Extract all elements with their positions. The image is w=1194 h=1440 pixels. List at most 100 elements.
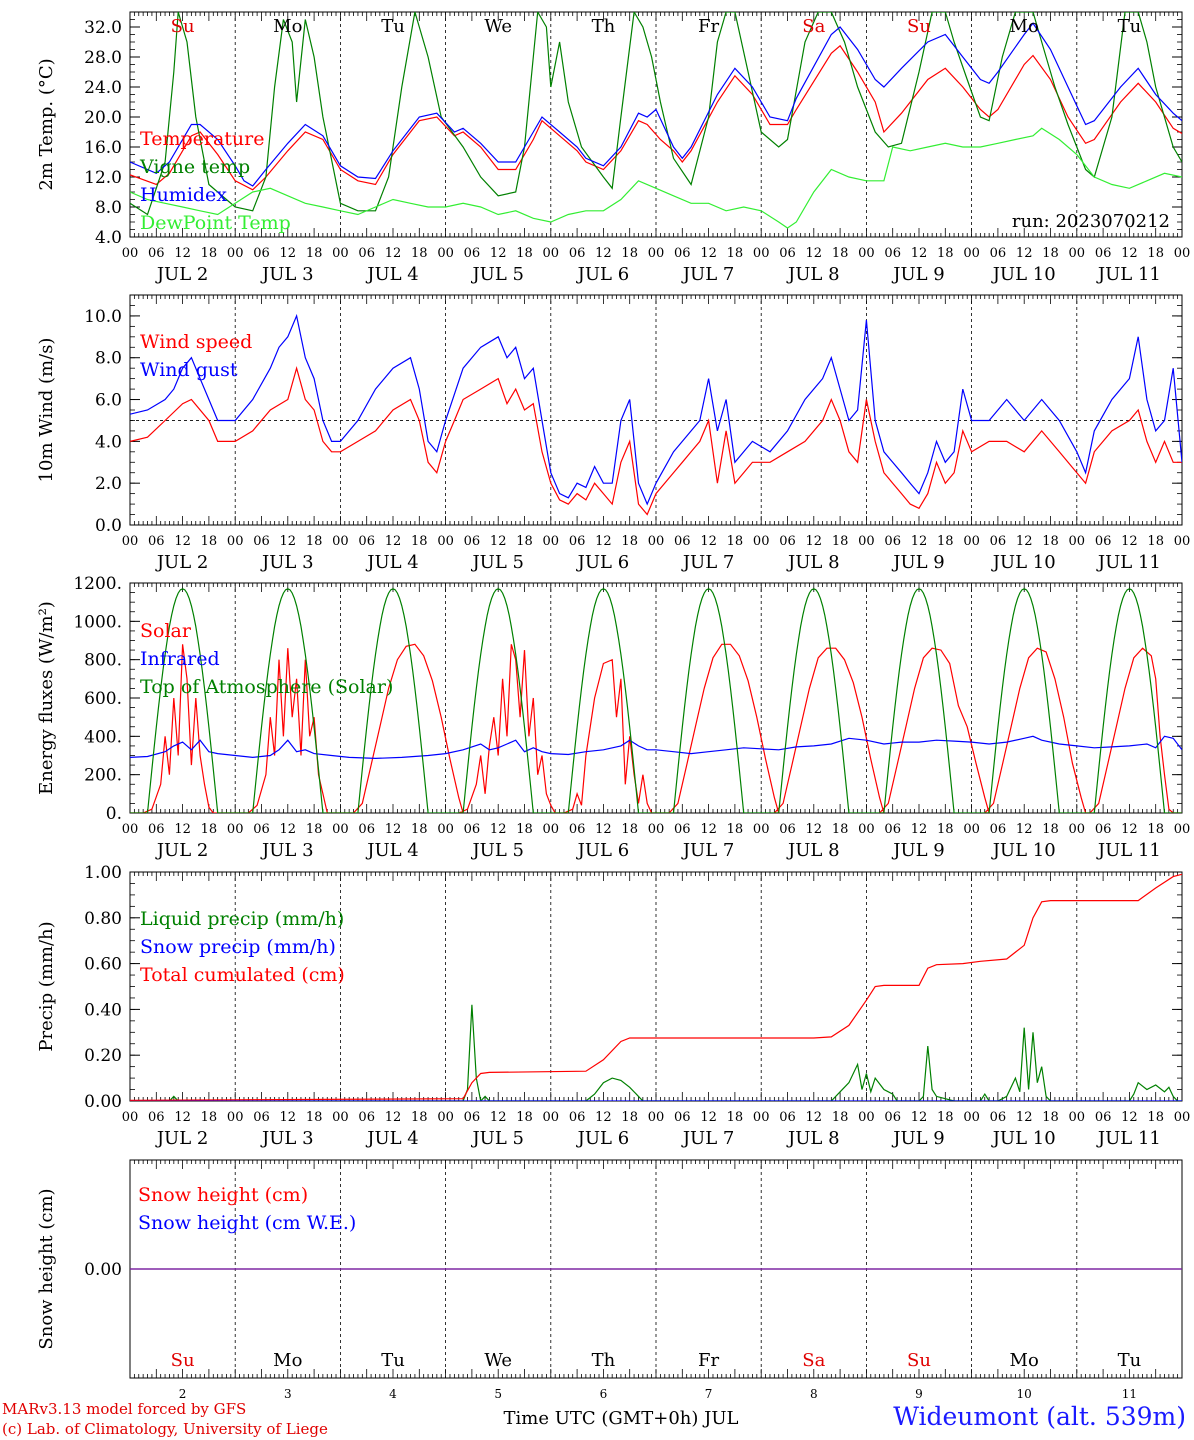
series-line-dewpoint-temp — [130, 127, 1182, 229]
hour-label: 18 — [621, 246, 638, 261]
weekday-label: Fr — [698, 1350, 719, 1371]
y-tick-label: 8.0 — [95, 349, 122, 369]
legend-entry: Wind gust — [140, 359, 238, 381]
hour-label: 00 — [963, 534, 980, 549]
day-label: JUL 2 — [155, 840, 209, 861]
hour-label: 00 — [437, 534, 454, 549]
day-label: JUL 9 — [891, 1128, 945, 1149]
day-label: JUL 11 — [1096, 552, 1161, 573]
hour-label: 06 — [990, 246, 1007, 261]
hour-label: 06 — [569, 1110, 586, 1125]
hour-label: 00 — [1174, 1110, 1191, 1125]
hour-label: 00 — [543, 1110, 560, 1125]
hour-label: 06 — [148, 1110, 165, 1125]
weekday-label: Mo — [1010, 1350, 1039, 1371]
hour-label: 00 — [753, 534, 770, 549]
hour-label: 00 — [1069, 1110, 1086, 1125]
hour-label: 12 — [1016, 246, 1033, 261]
weekday-label: Mo — [273, 16, 302, 37]
hour-label: 12 — [700, 534, 717, 549]
hour-label: 12 — [1121, 534, 1138, 549]
day-label: JUL 11 — [1096, 1128, 1161, 1149]
y-tick-label: 800. — [84, 651, 122, 671]
hour-label: 18 — [306, 246, 323, 261]
hour-label: 06 — [1095, 1110, 1112, 1125]
hour-label: 12 — [700, 246, 717, 261]
hour-label: 06 — [148, 246, 165, 261]
day-label: JUL 2 — [155, 1128, 209, 1149]
y-tick-label: 200. — [84, 766, 122, 786]
hour-label: 06 — [1095, 822, 1112, 837]
hour-label: 12 — [595, 246, 612, 261]
legend-entry: Humidex — [140, 184, 227, 206]
hour-label: 06 — [674, 246, 691, 261]
hour-label: 00 — [648, 1110, 665, 1125]
x-ticks — [129, 583, 1183, 813]
x-tick-labels: 00 06 12 18 JUL 2 00 06 12 18 JUL 3 00 06 12 18 JUL 4 0… — [122, 1110, 1191, 1149]
series-line-wind-speed — [130, 365, 1182, 516]
day-number-label: 2 — [179, 1387, 187, 1401]
legend-entry: Temperature — [140, 128, 264, 150]
hour-label: 12 — [595, 1110, 612, 1125]
day-label: JUL 6 — [576, 840, 630, 861]
legend-entry: Wind speed — [140, 331, 252, 353]
x-tick-labels: 00 06 12 18 JUL 2 00 06 12 18 JUL 3 00 06 12 18 JUL 4 0… — [122, 822, 1191, 861]
hour-label: 06 — [253, 534, 270, 549]
day-label: JUL 5 — [470, 552, 524, 573]
hour-label: 18 — [621, 534, 638, 549]
hour-label: 18 — [306, 1110, 323, 1125]
hour-label: 06 — [990, 1110, 1007, 1125]
legend-entry: Liquid precip (mm/h) — [140, 908, 344, 930]
hour-label: 06 — [990, 534, 1007, 549]
hour-label: 00 — [227, 1110, 244, 1125]
hour-label: 18 — [937, 1110, 954, 1125]
weekday-label: Th — [592, 16, 616, 37]
hour-label: 00 — [1174, 246, 1191, 261]
legend-entry: Snow height (cm W.E.) — [138, 1212, 356, 1234]
hour-label: 06 — [884, 822, 901, 837]
hour-label: 12 — [385, 246, 402, 261]
weekday-label: Sa — [802, 1350, 825, 1371]
day-label: JUL 10 — [991, 840, 1056, 861]
hour-label: 12 — [490, 822, 507, 837]
y-tick-label: 32.0 — [84, 18, 122, 38]
hour-label: 00 — [332, 822, 349, 837]
series-group — [130, 588, 1182, 813]
panel-energy: 0. 200. 400. 600. 800. 1000. 1200. Energy fluxe… — [36, 574, 1190, 861]
hour-label: 00 — [858, 1110, 875, 1125]
hour-label: 06 — [358, 822, 375, 837]
day-label: JUL 3 — [260, 840, 314, 861]
y-tick-label: 6.0 — [95, 391, 122, 411]
day-label: JUL 10 — [991, 1128, 1056, 1149]
hour-label: 00 — [963, 1110, 980, 1125]
weekday-label: Su — [907, 16, 931, 37]
hour-label: 12 — [700, 822, 717, 837]
y-tick-label: 16.0 — [84, 138, 122, 158]
y-axis-label: Precip (mm/h) — [36, 921, 57, 1051]
hour-label: 06 — [569, 246, 586, 261]
weekday-label: Tu — [1118, 1350, 1142, 1371]
hour-label: 12 — [806, 534, 823, 549]
day-label: JUL 7 — [681, 552, 735, 573]
panel-temperature: 4.0 8.0 12.0 16.0 20.0 24.0 28.0 32.0 2m Temp. (… — [36, 11, 1191, 285]
y-tick-label: 1000. — [73, 612, 122, 632]
hour-label: 00 — [437, 1110, 454, 1125]
panel-frame — [129, 11, 1183, 238]
hour-label: 12 — [174, 534, 191, 549]
hour-label: 12 — [385, 822, 402, 837]
y-tick-label: 0.40 — [84, 1000, 122, 1020]
day-label: JUL 2 — [155, 264, 209, 285]
hour-label: 06 — [569, 822, 586, 837]
hour-label: 12 — [1016, 1110, 1033, 1125]
day-label: JUL 5 — [470, 840, 524, 861]
legend-entry: Snow precip (mm/h) — [140, 936, 336, 958]
hour-label: 06 — [358, 534, 375, 549]
hour-label: 18 — [201, 822, 218, 837]
day-label: JUL 6 — [576, 1128, 630, 1149]
day-label: JUL 4 — [365, 1128, 419, 1149]
y-tick-label: 0.20 — [84, 1046, 122, 1066]
day-number-label: 8 — [810, 1387, 818, 1401]
legend-entry: Solar — [140, 620, 192, 642]
day-label: JUL 7 — [681, 1128, 735, 1149]
